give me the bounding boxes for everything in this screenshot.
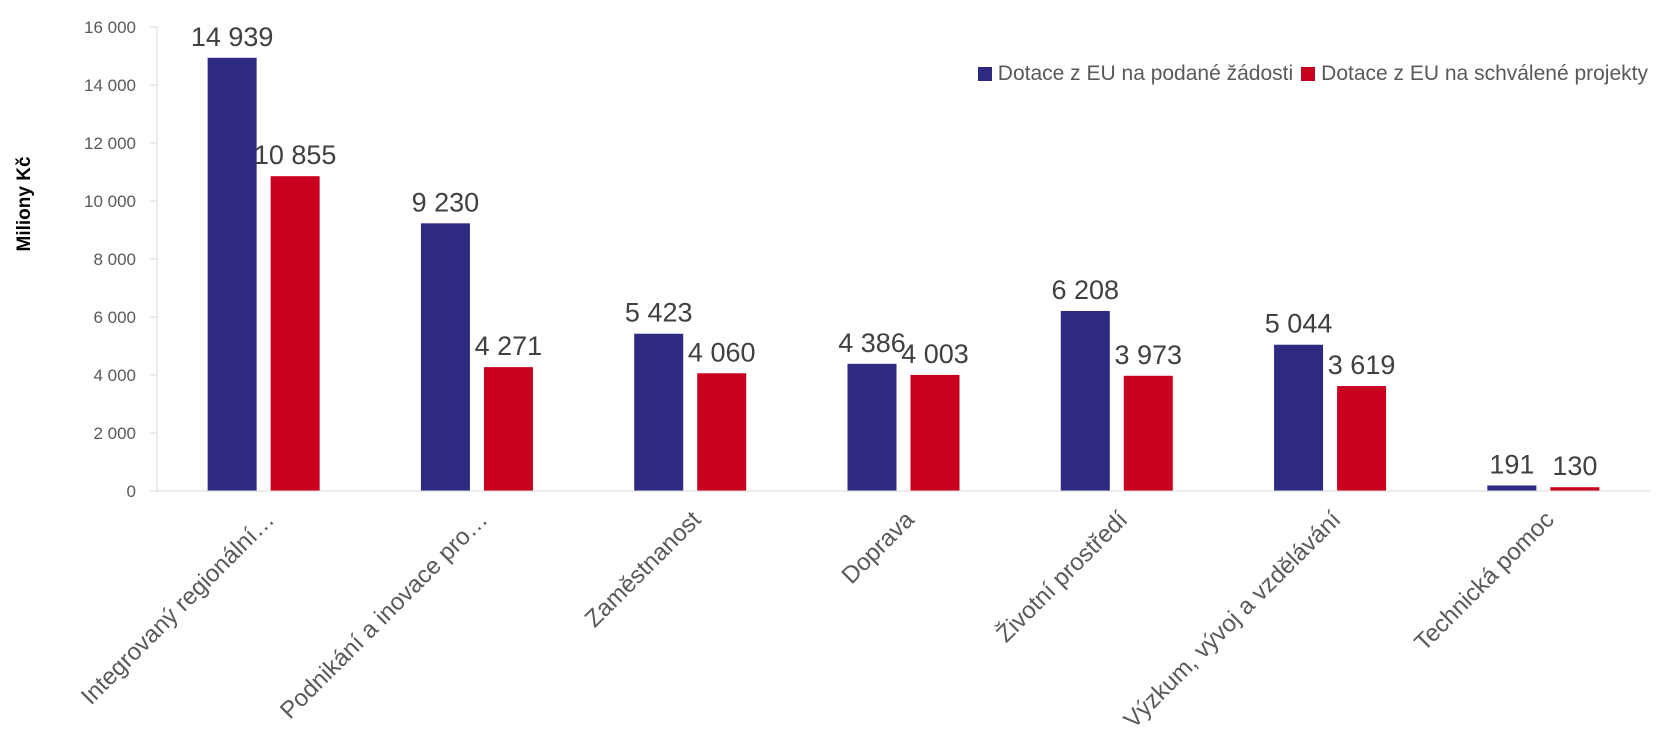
data-label-approved: 10 855 — [254, 140, 337, 170]
y-tick-label: 2 000 — [93, 424, 136, 443]
bar-approved — [910, 374, 960, 491]
data-label-submitted: 5 423 — [625, 298, 693, 328]
x-category-label: Životní prostředí — [991, 506, 1133, 648]
x-category-label: Výzkum, vývoj a vzdělávání — [1119, 506, 1347, 734]
legend-item-approved: Dotace z EU na schválené projekty — [1301, 62, 1648, 86]
bar-submitted — [634, 333, 684, 491]
y-tick-label: 6 000 — [93, 308, 136, 327]
data-label-submitted: 4 386 — [838, 328, 906, 358]
bar-approved — [483, 367, 533, 491]
legend-item-submitted: Dotace z EU na podané žádosti — [977, 62, 1294, 86]
bar-approved — [1123, 375, 1173, 491]
bar-submitted — [420, 223, 470, 491]
legend-swatch-approved — [1301, 67, 1316, 81]
bars — [207, 57, 1600, 491]
x-category-label: Integrovaný regionální… — [76, 506, 280, 710]
y-tick-label: 8 000 — [93, 250, 136, 269]
x-axis: Integrovaný regionální…Podnikání a inova… — [76, 490, 1650, 734]
x-category-label: Doprava — [837, 506, 921, 590]
y-tick-label: 12 000 — [84, 134, 136, 153]
y-tick-label: 10 000 — [84, 192, 136, 211]
data-label-approved: 130 — [1552, 451, 1597, 481]
data-label-submitted: 5 044 — [1265, 309, 1333, 339]
bar-approved — [270, 176, 320, 491]
bar-submitted — [847, 363, 897, 491]
legend-swatch-submitted — [977, 67, 992, 81]
y-tick-label: 4 000 — [93, 366, 136, 385]
data-label-submitted: 191 — [1489, 449, 1534, 479]
data-label-approved: 4 271 — [475, 331, 543, 361]
y-tick-label: 14 000 — [84, 76, 136, 95]
legend: Dotace z EU na podané žádosti Dotace z E… — [970, 62, 1648, 86]
bar-submitted — [1060, 310, 1110, 491]
data-label-submitted: 6 208 — [1051, 275, 1119, 305]
legend-label-submitted: Dotace z EU na podané žádosti — [997, 62, 1294, 85]
data-label-approved: 4 003 — [901, 339, 969, 369]
y-axis-title: Miliony Kč — [14, 156, 35, 251]
data-label-submitted: 14 939 — [191, 22, 274, 52]
data-label-submitted: 9 230 — [412, 187, 480, 217]
x-category-label: Podnikání a inovace pro… — [275, 506, 493, 724]
y-tick-label: 16 000 — [84, 18, 136, 37]
x-category-label: Zaměstnanost — [580, 506, 707, 633]
bar-submitted — [1487, 485, 1537, 491]
bar-submitted — [207, 57, 257, 491]
y-axis: 0 2 000 4 000 6 000 8 000 10 000 12 000 14 000 1… — [84, 18, 158, 501]
legend-label-approved: Dotace z EU na schválené projekty — [1321, 62, 1648, 85]
bar-approved — [697, 373, 747, 491]
bar-approved — [1550, 487, 1600, 491]
x-category-label: Technická pomoc — [1409, 506, 1559, 656]
data-label-approved: 3 619 — [1328, 350, 1396, 380]
bar-submitted — [1274, 344, 1324, 491]
bar-approved — [1337, 386, 1387, 491]
data-label-approved: 4 060 — [688, 337, 756, 367]
y-tick-label: 0 — [127, 482, 136, 501]
data-label-approved: 3 973 — [1114, 340, 1182, 370]
